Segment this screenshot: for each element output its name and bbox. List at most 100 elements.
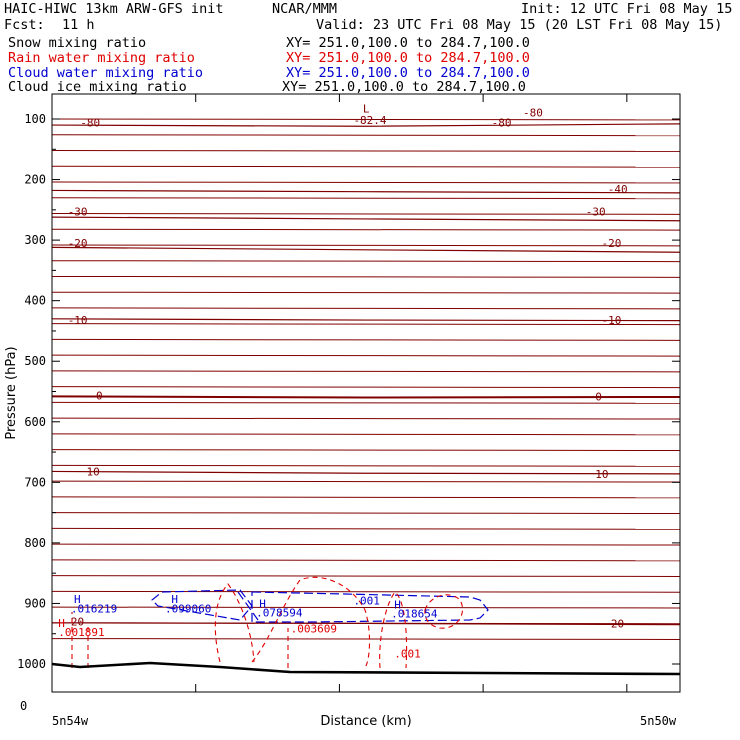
- init-time: Init: 12 UTC Fri 08 May 15: [521, 1, 733, 17]
- temperature-label: 0: [595, 390, 602, 403]
- legend-cloud-water-xy: XY= 251.0,100.0 to 284.7,100.0: [286, 65, 530, 81]
- background-contour: [51, 323, 681, 326]
- x-end-label: 5n50w: [640, 714, 677, 728]
- y-tick-label: 800: [24, 536, 46, 550]
- temperature-label: 20: [611, 617, 624, 630]
- background-contour: [51, 480, 681, 483]
- distance-axis-ticks: [51, 94, 628, 692]
- rain-contour-3: [379, 591, 408, 669]
- background-contour: [51, 606, 681, 609]
- temperature-label: 0: [96, 390, 103, 403]
- background-contour: [51, 512, 681, 515]
- terrain-surface: [51, 661, 681, 676]
- y-tick-label: 300: [24, 233, 46, 247]
- legend-cloud-ice-name: Cloud ice mixing ratio: [8, 79, 187, 95]
- rain-label: H: [58, 617, 65, 630]
- legend-rain-name: Rain water mixing ratio: [8, 50, 195, 66]
- temperature-label: -20: [602, 237, 622, 250]
- x-zero-label: 0: [20, 699, 27, 713]
- org-label: NCAR/MMM: [272, 1, 338, 17]
- temperature-label: L: [363, 103, 370, 116]
- background-contour: [51, 433, 681, 436]
- cloud-water-label: .099060: [165, 602, 211, 615]
- cloud-water-label: H: [394, 599, 401, 612]
- y-tick-label: 900: [24, 596, 46, 610]
- forecast-hours: 11 h: [62, 17, 95, 33]
- temperature-contour-minus30: [51, 216, 681, 222]
- y-tick-label: 700: [24, 475, 46, 489]
- y-tick-label: 200: [24, 173, 46, 187]
- background-contour: [51, 307, 681, 310]
- temperature-label: 10: [87, 465, 100, 478]
- background-contour: [51, 449, 681, 452]
- temperature-label: -80: [523, 106, 543, 119]
- cloud-water-contours: [151, 589, 489, 623]
- valid-time: Valid: 23 UTC Fri 08 May 15 (20 LST Fri …: [316, 17, 723, 33]
- model-title: HAIC-HIWC 13km ARW-GFS init: [4, 1, 224, 17]
- temperature-label: -82.4: [353, 114, 386, 127]
- legend-snow-xy: XY= 251.0,100.0 to 284.7,100.0: [286, 35, 530, 51]
- background-contour: [51, 165, 681, 168]
- y-tick-label: 500: [24, 354, 46, 368]
- temperature-label: -30: [68, 206, 88, 219]
- rain-contour-2: [251, 576, 371, 669]
- rain-labels: H.001891 .003609 .001: [58, 617, 420, 661]
- background-contour: [51, 543, 681, 546]
- cloud-water-label: .018654: [391, 608, 438, 621]
- legend-cloud-ice-xy: XY= 251.0,100.0 to 284.7,100.0: [282, 79, 526, 95]
- cloud-water-label: H: [259, 597, 266, 610]
- x-axis-label: Distance (km): [320, 714, 411, 729]
- temperature-contour-minus80: [51, 123, 681, 127]
- background-contour: [51, 417, 681, 420]
- background-contour: [51, 291, 681, 294]
- temperature-label: -10: [68, 314, 88, 327]
- plot-frame: [51, 93, 681, 693]
- y-axis-label: Pressure (hPa): [4, 346, 19, 439]
- temperature-contour-0: [51, 395, 681, 399]
- legend-snow-name: Snow mixing ratio: [8, 35, 147, 51]
- temperature-label: -80: [492, 117, 512, 130]
- cloud-water-contour-1: [151, 589, 253, 621]
- temperature-contour-10: [51, 470, 681, 475]
- y-tick-label: 400: [24, 294, 46, 308]
- background-contour: [51, 338, 681, 341]
- y-tick-label: 600: [24, 415, 46, 429]
- temperature-label: -20: [68, 237, 88, 250]
- temperature-labels: -80 -80-80-82.4L-40-30 -30-20 -20-10 -100 010…: [68, 103, 628, 631]
- temperature-contour-20: [51, 622, 681, 626]
- temperature-contours: [51, 118, 681, 640]
- rain-label: .001: [394, 648, 421, 661]
- temperature-label: -40: [608, 183, 628, 196]
- temperature-contour-minus40: [51, 189, 681, 194]
- rain-label: .003609: [291, 622, 337, 635]
- forecast-label: Fcst:: [4, 17, 45, 33]
- cloud-water-label: H: [74, 593, 81, 606]
- background-contour: [51, 354, 681, 357]
- background-contour: [51, 527, 681, 530]
- background-contour: [51, 134, 681, 137]
- background-contour: [51, 244, 681, 247]
- temperature-label: -10: [602, 314, 622, 327]
- background-contour: [51, 638, 681, 640]
- background-contour: [51, 386, 681, 389]
- background-contour: [51, 212, 681, 215]
- y-tick-label: 100: [24, 112, 46, 126]
- background-contour: [51, 228, 681, 231]
- background-contour: [51, 181, 681, 184]
- cloud-water-label: .078594: [256, 607, 303, 620]
- legend-cloud-water-name: Cloud water mixing ratio: [8, 65, 204, 81]
- cloud-water-label: H: [171, 593, 178, 606]
- background-contour: [51, 370, 681, 373]
- background-contour: [51, 496, 681, 499]
- rain-contour-4: [424, 594, 464, 629]
- background-contour: [51, 575, 681, 577]
- rain-label: .001891: [58, 626, 104, 639]
- legend-rain-xy: XY= 251.0,100.0 to 284.7,100.0: [286, 50, 530, 66]
- rain-water-contours: [71, 576, 464, 669]
- cloud-water-label: .001: [353, 594, 380, 607]
- background-contour: [51, 118, 681, 121]
- temperature-contour-minus20: [51, 246, 681, 253]
- y-tick-label: 1000: [17, 657, 46, 671]
